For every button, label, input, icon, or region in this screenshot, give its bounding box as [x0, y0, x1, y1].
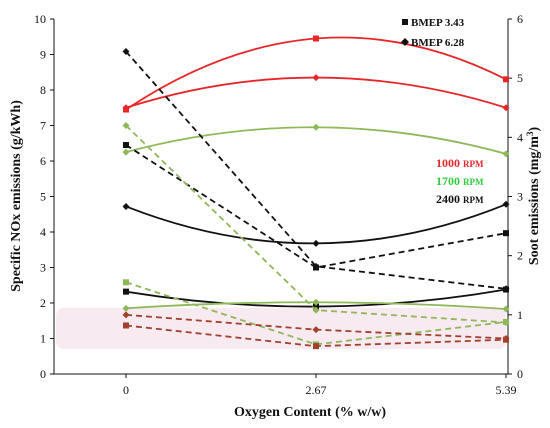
data-point-diamond — [502, 104, 510, 112]
data-point-square — [123, 322, 129, 329]
x-tick-label: 0 — [123, 383, 129, 397]
legend-diamond-marker — [401, 38, 409, 46]
data-point-diamond — [312, 74, 320, 82]
data-point-square — [313, 343, 319, 350]
y-left-tick-label: 1 — [40, 332, 46, 346]
series-nox-bmep628-rpm1700 — [122, 123, 510, 158]
legend-rpm-1700: 1700 RPM — [436, 174, 484, 188]
data-point-diamond — [122, 148, 130, 156]
series-line — [125, 203, 507, 245]
y-axis-right-label-sup: 3 — [525, 131, 535, 136]
legend-rpm-1000: 1000 RPM — [436, 156, 484, 170]
data-point-diamond — [502, 285, 510, 293]
data-point-diamond — [122, 104, 130, 112]
y-left-tick-label: 10 — [34, 12, 46, 26]
y-left-tick-label: 0 — [40, 367, 46, 381]
series-nox-bmep628-rpm1700 — [122, 298, 510, 313]
y-left-tick-label: 6 — [40, 154, 46, 168]
data-point-diamond — [122, 122, 130, 129]
data-point-square — [123, 142, 129, 149]
y-left-tick-label: 4 — [40, 225, 46, 239]
data-point-square — [503, 230, 509, 237]
data-point-diamond — [122, 311, 130, 319]
legend-label-bmep-628: BMEP 6.28 — [411, 37, 465, 49]
series-line — [125, 50, 507, 290]
series-soot-bmep343-rpm1000 — [123, 322, 509, 350]
data-point-diamond — [502, 200, 510, 208]
legend-rpm-1000-unit: RPM — [463, 159, 484, 169]
y-left-tick-label: 9 — [40, 48, 46, 62]
x-tick-label: 5.39 — [496, 383, 517, 397]
series-layer — [56, 35, 510, 350]
series-soot-bmep628-rpm2400 — [122, 48, 510, 293]
data-point-square — [123, 288, 129, 295]
x-tick-label: 2.67 — [306, 383, 327, 397]
data-point-square — [503, 318, 509, 325]
data-point-diamond — [502, 305, 510, 313]
legend-rpm-1700-unit: RPM — [463, 177, 484, 187]
y-right-tick-label: 2 — [517, 249, 523, 263]
y-right-tick-label: 1 — [517, 308, 523, 322]
y-axis-right-label-main: Soot emissions (mg/m — [527, 136, 542, 265]
y-left-tick-label: 8 — [40, 83, 46, 97]
y-right-tick-label: 5 — [517, 71, 523, 85]
legend-label-bmep-343: BMEP 3.43 — [411, 17, 465, 29]
data-point-square — [313, 303, 319, 310]
data-point-diamond — [312, 306, 320, 314]
data-point-square — [123, 279, 129, 286]
legend-rpm-2400: 2400 RPM — [436, 192, 484, 206]
legend-rpm-1000-value: 1000 — [436, 156, 460, 170]
data-point-diamond — [122, 48, 130, 56]
data-point-square — [313, 264, 319, 271]
data-point-square — [503, 76, 509, 83]
series-line — [125, 76, 507, 109]
y-axis-left-label: Specific NOx emissions (g/kWh) — [9, 100, 24, 292]
data-point-diamond — [312, 326, 320, 334]
legend-bmep: BMEP 3.43 BMEP 6.28 — [401, 17, 465, 49]
y-left-tick-label: 3 — [40, 261, 46, 275]
legend-rpm-2400-unit: RPM — [463, 195, 484, 205]
data-point-square — [313, 35, 319, 42]
data-point-diamond — [122, 202, 130, 210]
data-point-diamond — [122, 304, 130, 312]
y-left-tick-label: 5 — [40, 190, 46, 204]
y-right-tick-label: 4 — [517, 130, 523, 144]
y-right-tick-label: 0 — [517, 367, 523, 381]
series-soot-bmep343-rpm2400 — [123, 142, 509, 271]
legend-speed: 1000 RPM 1700 RPM 2400 RPM — [436, 156, 484, 206]
y-right-tick-label: 3 — [517, 190, 523, 204]
y-left-tick-label: 2 — [40, 296, 46, 310]
legend-rpm-1700-value: 1700 — [436, 174, 460, 188]
data-point-diamond — [312, 298, 320, 306]
data-point-diamond — [502, 150, 510, 158]
series-nox-bmep628-rpm2400 — [122, 200, 510, 247]
legend-square-marker — [402, 19, 408, 25]
x-axis-label: Oxygen Content (% w/w) — [234, 405, 386, 420]
series-line — [125, 126, 507, 155]
data-point-diamond — [312, 123, 320, 131]
series-nox-bmep628-rpm1000 — [122, 74, 510, 112]
y-right-tick-label: 6 — [517, 12, 523, 26]
series-line — [125, 144, 507, 269]
data-point-diamond — [312, 239, 320, 247]
y-axis-right-label: Soot emissions (mg/m3) — [525, 127, 542, 266]
data-point-square — [503, 336, 509, 343]
y-left-tick-label: 7 — [40, 119, 46, 133]
legend-rpm-2400-value: 2400 — [436, 192, 460, 206]
y-axis-right-label-end: ) — [527, 127, 542, 132]
